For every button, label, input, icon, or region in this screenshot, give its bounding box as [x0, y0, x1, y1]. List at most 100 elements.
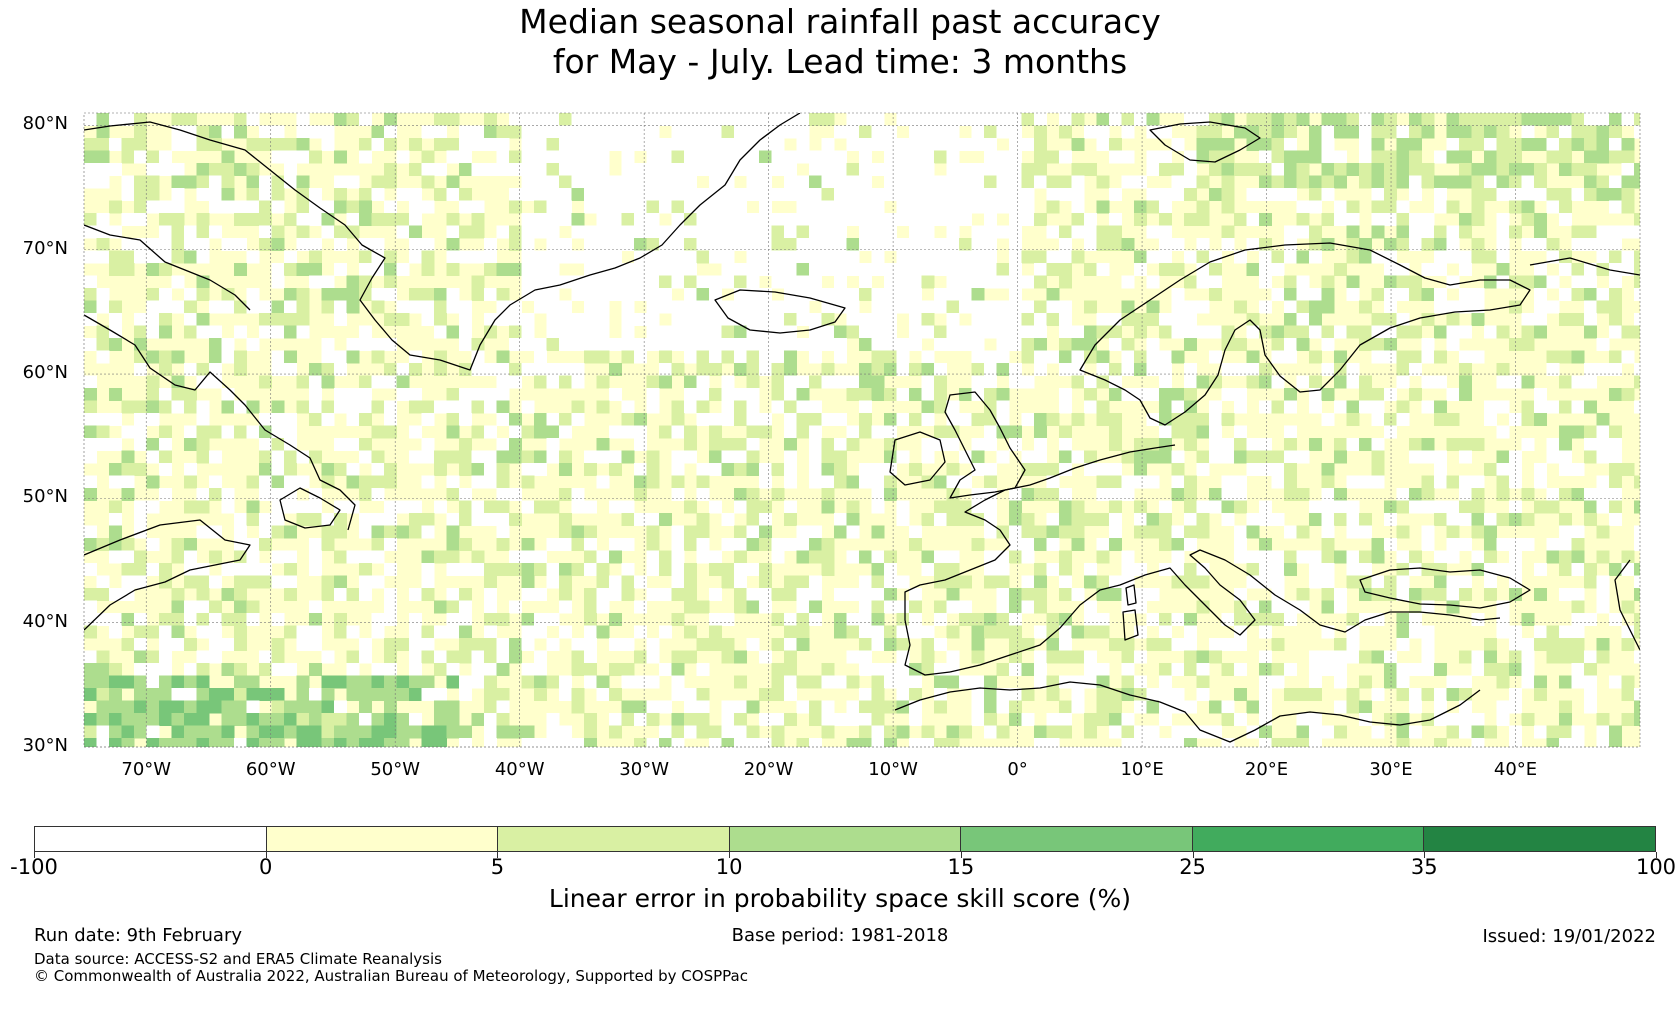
skill-cell [684, 163, 697, 176]
skill-cell [134, 625, 147, 639]
skill-cell [1334, 350, 1347, 364]
skill-cell [209, 300, 222, 314]
skill-cell [296, 138, 310, 151]
skill-cell [96, 125, 110, 139]
skill-cell [1171, 413, 1185, 426]
skill-cell [846, 250, 860, 264]
skill-cell [1034, 488, 1047, 501]
skill-cell [1246, 163, 1260, 176]
skill-cell [1359, 513, 1372, 526]
skill-cell [1609, 125, 1622, 139]
skill-cell [1546, 625, 1560, 639]
skill-cell [196, 138, 210, 151]
skill-cell [1409, 363, 1422, 376]
skill-cell [421, 450, 435, 464]
skill-cell [809, 350, 822, 364]
skill-cell [596, 175, 610, 189]
skill-cell [1146, 275, 1160, 289]
skill-cell [1021, 200, 1035, 214]
skill-cell [634, 700, 647, 714]
skill-cell [1196, 500, 1210, 514]
coast-ireland [889, 431, 946, 486]
longitude-label: 20°E [1244, 759, 1289, 780]
skill-cell [1596, 300, 1610, 314]
skill-cell [221, 688, 235, 701]
skill-cell [721, 138, 735, 151]
skill-cell [1396, 350, 1410, 364]
skill-cell [234, 238, 247, 251]
skill-cell [1271, 400, 1285, 414]
skill-cell [784, 588, 797, 601]
skill-cell [1509, 138, 1522, 151]
skill-cell [384, 363, 397, 376]
skill-cell [196, 625, 210, 639]
skill-cell [1259, 738, 1272, 747]
skill-cell [759, 338, 772, 351]
skill-cell [1571, 188, 1585, 201]
skill-cell [184, 600, 197, 614]
skill-cell [571, 150, 585, 164]
skill-cell [109, 713, 122, 726]
skill-cell [1384, 713, 1397, 726]
skill-cell [934, 288, 947, 301]
skill-cell [1284, 450, 1297, 464]
skill-cell [934, 675, 947, 689]
skill-cell [796, 600, 810, 614]
skill-cell [184, 550, 197, 564]
skill-cell [171, 613, 185, 626]
skill-cell [1446, 300, 1460, 314]
skill-cell [96, 725, 110, 739]
skill-cell [1059, 488, 1072, 501]
skill-cell [521, 475, 535, 489]
skill-cell [409, 525, 422, 539]
skill-cell [1609, 138, 1622, 151]
skill-cell [446, 613, 460, 626]
skill-cell [284, 350, 297, 364]
skill-cell [1396, 663, 1410, 676]
skill-cell [684, 338, 697, 351]
skill-cell [559, 738, 572, 747]
skill-cell [1559, 188, 1572, 201]
skill-cell [496, 563, 510, 576]
skill-cell [1396, 200, 1410, 214]
skill-cell [571, 650, 585, 664]
skill-cell [896, 275, 910, 289]
skill-cell [546, 375, 560, 389]
skill-cell [159, 388, 172, 401]
skill-cell [684, 400, 697, 414]
skill-cell [996, 625, 1010, 639]
skill-cell [871, 550, 885, 564]
skill-cell [1084, 300, 1097, 314]
skill-cell [871, 725, 885, 739]
skill-cell [309, 563, 322, 576]
skill-cell [1546, 500, 1560, 514]
skill-cell [1134, 438, 1147, 451]
skill-cell [1009, 163, 1022, 176]
skill-cell [896, 213, 910, 226]
skill-cell [1384, 288, 1397, 301]
skill-cell [1371, 388, 1385, 401]
skill-cell [709, 438, 722, 451]
skill-cell [1409, 275, 1422, 289]
skill-cell [771, 400, 785, 414]
skill-cell [1246, 113, 1260, 126]
latitude-label: 50°N [22, 486, 68, 508]
skill-cell [784, 500, 797, 514]
skill-cell [621, 413, 635, 426]
skill-cell [1209, 413, 1222, 426]
skill-cell [1259, 438, 1272, 451]
skill-cell [109, 538, 122, 551]
skill-cell [259, 438, 272, 451]
skill-cell [621, 700, 635, 714]
skill-cell [371, 400, 385, 414]
skill-cell [1484, 163, 1497, 176]
skill-cell [384, 688, 397, 701]
skill-cell [646, 463, 660, 476]
skill-cell [1384, 338, 1397, 351]
latitude-label: 80°N [22, 113, 68, 135]
skill-cell [1271, 375, 1285, 389]
skill-cell [1296, 225, 1310, 239]
skill-cell [546, 238, 560, 251]
skill-cell [646, 700, 660, 714]
skill-cell [1346, 513, 1360, 526]
